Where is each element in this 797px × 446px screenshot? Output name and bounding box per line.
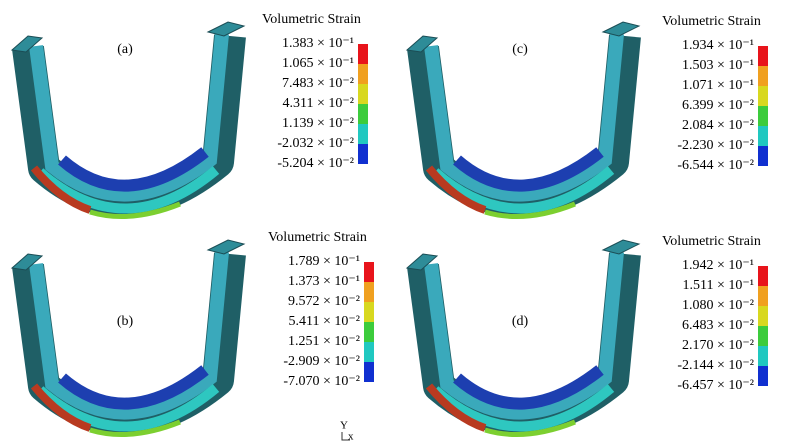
part-rim-mid [89, 419, 181, 437]
part-face [29, 251, 229, 420]
part-rim [431, 384, 615, 432]
legend: Volumetric Strain 1.942 × 10⁻¹ 1.511 × 10⁻… [662, 234, 768, 393]
part-inner [58, 147, 209, 192]
part-top [10, 239, 246, 271]
legend-tick-label: 2.084 × 10⁻² [682, 118, 754, 133]
legend-tick-label: 1.503 × 10⁻¹ [682, 58, 754, 73]
colorbar-band [758, 266, 768, 286]
legend-tick-label: 1.080 × 10⁻² [682, 298, 754, 313]
legend-tick-label: 1.789 × 10⁻¹ [288, 254, 360, 269]
part-rim-hot [425, 383, 487, 432]
panel: (b) [10, 239, 246, 437]
legend: Volumetric Strain 1.383 × 10⁻¹ 1.065 × 10⁻… [262, 12, 368, 171]
panel-label: (a) [117, 42, 133, 57]
part-face [29, 33, 229, 202]
part-top [10, 21, 246, 53]
part-inner [453, 147, 604, 192]
part-rim-mid [89, 201, 181, 219]
legend-tick-label: 5.411 × 10⁻² [289, 314, 360, 329]
legend-title: Volumetric Strain [262, 12, 361, 27]
colorbar-band [758, 326, 768, 346]
legend-tick-label: -7.070 × 10⁻² [283, 374, 360, 389]
legend-tick-label: 1.139 × 10⁻² [282, 116, 354, 131]
part-rim-mid [484, 419, 576, 437]
panel: (d) [405, 239, 641, 437]
colorbar-band [358, 84, 368, 104]
colorbar-band [758, 46, 768, 66]
triad-x: x [348, 431, 354, 443]
legend-title: Volumetric Strain [662, 14, 761, 29]
colorbar-band [758, 146, 768, 166]
legend-tick-label: -6.457 × 10⁻² [677, 378, 754, 393]
legend-tick-label: 1.934 × 10⁻¹ [682, 38, 754, 53]
legend-tick-label: 2.170 × 10⁻² [682, 338, 754, 353]
panel: (a) [10, 21, 246, 219]
legend-tick-label: -2.144 × 10⁻² [677, 358, 754, 373]
colorbar-band [758, 306, 768, 326]
colorbar-band [364, 342, 374, 362]
colorbar-band [358, 124, 368, 144]
legend-tick-label: 7.483 × 10⁻² [282, 76, 354, 91]
legend-tick-label: 1.942 × 10⁻¹ [682, 258, 754, 273]
part-face [424, 33, 624, 202]
legend-tick-label: 6.483 × 10⁻² [682, 318, 754, 333]
legend-tick-label: 9.572 × 10⁻² [288, 294, 360, 309]
colorbar-band [758, 66, 768, 86]
legend-tick-label: 1.065 × 10⁻¹ [282, 56, 354, 71]
colorbar-band [364, 262, 374, 282]
legend-title: Volumetric Strain [268, 230, 367, 245]
legend: Volumetric Strain 1.934 × 10⁻¹ 1.503 × 10⁻… [662, 14, 768, 173]
part-top [405, 239, 641, 271]
legend-tick-label: 4.311 × 10⁻² [283, 96, 354, 111]
part-rim [36, 384, 220, 432]
legend-tick-label: 1.373 × 10⁻¹ [288, 274, 360, 289]
colorbar-band [358, 64, 368, 84]
panel: (c) [405, 21, 641, 219]
triad [341, 432, 350, 441]
colorbar-band [758, 346, 768, 366]
part-rim [36, 166, 220, 214]
legend-tick-label: -6.544 × 10⁻² [677, 158, 754, 173]
legend-tick-label: -2.032 × 10⁻² [277, 136, 354, 151]
colorbar-band [358, 44, 368, 64]
panel-label: (b) [117, 314, 134, 329]
triad-y: Y [340, 420, 348, 432]
colorbar-band [758, 106, 768, 126]
part-rim [431, 166, 615, 214]
legend-tick-label: -2.909 × 10⁻² [283, 354, 360, 369]
legend-tick-label: 6.399 × 10⁻² [682, 98, 754, 113]
legend-title: Volumetric Strain [662, 234, 761, 249]
part-rim-hot [425, 165, 487, 214]
legend-tick-label: -2.230 × 10⁻² [677, 138, 754, 153]
colorbar-band [364, 322, 374, 342]
colorbar-band [758, 286, 768, 306]
part-rim-mid [484, 201, 576, 219]
part-rim-hot [30, 383, 92, 432]
colorbar-band [758, 86, 768, 106]
colorbar-band [364, 362, 374, 382]
legend-tick-label: 1.071 × 10⁻¹ [682, 78, 754, 93]
colorbar-band [364, 282, 374, 302]
panel-label: (d) [512, 314, 529, 329]
legend-tick-label: 1.383 × 10⁻¹ [282, 36, 354, 51]
colorbar-band [758, 126, 768, 146]
part-rim-hot [30, 165, 92, 214]
colorbar-band [758, 366, 768, 386]
part-inner [58, 365, 209, 410]
colorbar-band [358, 144, 368, 164]
part-face [424, 251, 624, 420]
legend-tick-label: 1.511 × 10⁻¹ [683, 278, 754, 293]
part-top [405, 21, 641, 53]
colorbar-band [358, 104, 368, 124]
colorbar-band [364, 302, 374, 322]
legend: Volumetric Strain 1.789 × 10⁻¹ 1.373 × 10⁻… [268, 230, 374, 389]
legend-tick-label: -5.204 × 10⁻² [277, 156, 354, 171]
part-inner [453, 365, 604, 410]
panel-label: (c) [512, 42, 528, 57]
legend-tick-label: 1.251 × 10⁻² [288, 334, 360, 349]
